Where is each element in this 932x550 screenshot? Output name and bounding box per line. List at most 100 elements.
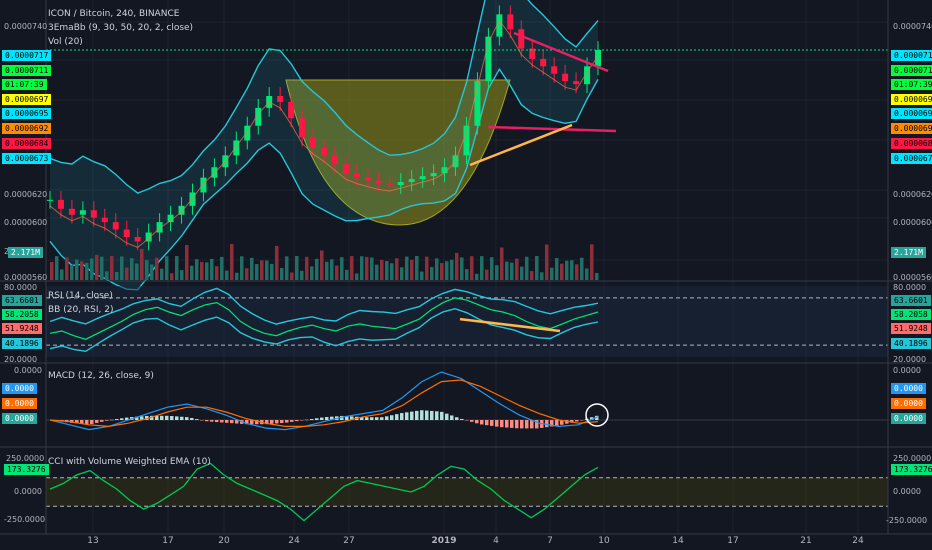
candle-body-11 bbox=[167, 214, 174, 223]
volume-bar-9 bbox=[95, 254, 99, 280]
candle-body-34 bbox=[419, 176, 426, 180]
x-tick-11: 21 bbox=[800, 536, 812, 546]
volume-bar-104 bbox=[570, 260, 574, 280]
volume-bar-92 bbox=[510, 262, 514, 280]
candle-body-38 bbox=[463, 125, 470, 156]
volume-bar-72 bbox=[410, 259, 414, 280]
macd-hist-22 bbox=[160, 415, 164, 420]
volume-bar-11 bbox=[105, 271, 109, 280]
cup-pattern bbox=[285, 79, 511, 226]
volume-bar-35 bbox=[225, 270, 229, 280]
macd-hist-52 bbox=[310, 418, 314, 420]
macd-hist-34 bbox=[220, 420, 224, 423]
rsi-zone bbox=[46, 286, 888, 357]
candle-body-4 bbox=[90, 210, 97, 218]
volume-bar-68 bbox=[390, 263, 394, 280]
volume-bar-94 bbox=[520, 266, 524, 280]
volume-bar-39 bbox=[245, 268, 249, 280]
macd-hist-45 bbox=[275, 420, 279, 424]
volume-bar-80 bbox=[450, 259, 454, 280]
rsi-bb-upper bbox=[49, 287, 599, 325]
rsi-tick-right-80: 80.0000 bbox=[893, 283, 927, 292]
left-rsi-badge-1: 58.2058 bbox=[2, 309, 42, 320]
volume-bar-14 bbox=[120, 256, 124, 280]
volume-bar-4 bbox=[70, 265, 74, 280]
volume-bar-84 bbox=[470, 256, 474, 280]
volume-bar-36 bbox=[230, 244, 234, 280]
macd-hist-55 bbox=[325, 417, 329, 420]
macd-hist-75 bbox=[425, 410, 429, 420]
candle-body-43 bbox=[518, 29, 525, 49]
macd-hist-91 bbox=[505, 420, 509, 428]
volume-bar-81 bbox=[455, 252, 459, 280]
macd-hist-65 bbox=[375, 417, 379, 420]
volume-bar-107 bbox=[585, 268, 589, 280]
macd-hist-90 bbox=[500, 420, 504, 428]
volume-bar-79 bbox=[445, 261, 449, 280]
right-badge-3: 0.0000697 bbox=[891, 94, 932, 105]
volume-bar-44 bbox=[270, 263, 274, 280]
macd-hist-67 bbox=[385, 416, 389, 420]
price-tick-right-0: 0.0000740 bbox=[893, 22, 932, 31]
candle-body-8 bbox=[134, 236, 141, 242]
macd-hist-20 bbox=[150, 415, 154, 420]
macd-hist-31 bbox=[205, 420, 209, 422]
candle-body-7 bbox=[123, 229, 130, 237]
macd-hist-104 bbox=[570, 420, 574, 423]
macd-hist-84 bbox=[470, 420, 474, 422]
macd-hist-82 bbox=[460, 418, 464, 420]
left-macd-badge-2: 0.0000 bbox=[2, 413, 37, 424]
macd-hist-51 bbox=[305, 419, 309, 421]
right-badge-0: 0.0000717 bbox=[891, 50, 932, 61]
volume-bar-74 bbox=[420, 271, 424, 280]
volume-left-label: 2 bbox=[4, 247, 10, 256]
volume-bar-66 bbox=[380, 259, 384, 280]
volume-bar-7 bbox=[85, 262, 89, 280]
volume-bar-31 bbox=[205, 262, 209, 280]
rsi-tick-left-20: 20.0000 bbox=[4, 355, 38, 364]
macd-hist-40 bbox=[250, 420, 254, 425]
rsi-bb-lower bbox=[49, 307, 599, 353]
candle-body-19 bbox=[255, 107, 262, 126]
cci-tick-right-250: 250.0000 bbox=[893, 454, 932, 463]
macd-hist-30 bbox=[200, 420, 204, 421]
cci-badge-left: 173.3276 bbox=[4, 464, 49, 475]
bb-upper bbox=[49, 0, 599, 194]
macd-hist-47 bbox=[285, 420, 289, 423]
macd-hist-43 bbox=[265, 420, 269, 425]
volume-bar-26 bbox=[180, 270, 184, 280]
volume-bar-93 bbox=[515, 258, 519, 280]
macd-hist-81 bbox=[455, 417, 459, 420]
x-tick-2: 20 bbox=[218, 536, 230, 546]
left-badge-0: 0.0000717 bbox=[2, 50, 52, 61]
right-rsi-badge-0: 63.6601 bbox=[891, 295, 931, 306]
candle-body-17 bbox=[233, 140, 240, 156]
volume-bar-63 bbox=[365, 256, 369, 280]
macd-hist-49 bbox=[295, 420, 299, 422]
cci-title: CCI with Volume Weighted EMA (10) bbox=[48, 457, 211, 467]
macd-title: MACD (12, 26, close, 9) bbox=[48, 371, 154, 381]
volume-bar-40 bbox=[250, 257, 254, 280]
macd-hist-106 bbox=[580, 420, 584, 421]
volume-bar-78 bbox=[440, 263, 444, 280]
left-badge-6: 0.0000684 bbox=[2, 138, 52, 149]
volume-bar-91 bbox=[505, 261, 509, 280]
right-macd-badge-1: 0.0000 bbox=[891, 398, 926, 409]
volume-bar-23 bbox=[165, 256, 169, 280]
macd-hist-21 bbox=[155, 415, 159, 420]
candle-body-3 bbox=[79, 210, 86, 215]
macd-hist-83 bbox=[465, 420, 469, 421]
price-tick-right-3: 0.0000560 bbox=[893, 273, 932, 282]
macd-hist-92 bbox=[510, 420, 514, 428]
candle-body-47 bbox=[562, 73, 569, 82]
volume-bar-2 bbox=[60, 269, 64, 280]
volume-bar-98 bbox=[540, 272, 544, 280]
macd-hist-15 bbox=[125, 417, 129, 420]
volume-bar-17 bbox=[135, 263, 139, 280]
volume-bar-67 bbox=[385, 261, 389, 280]
macd-hist-59 bbox=[345, 416, 349, 420]
candle-body-25 bbox=[321, 147, 327, 156]
cci-line bbox=[49, 462, 599, 522]
cci-tick-left-neg250: -250.0000 bbox=[4, 515, 46, 524]
